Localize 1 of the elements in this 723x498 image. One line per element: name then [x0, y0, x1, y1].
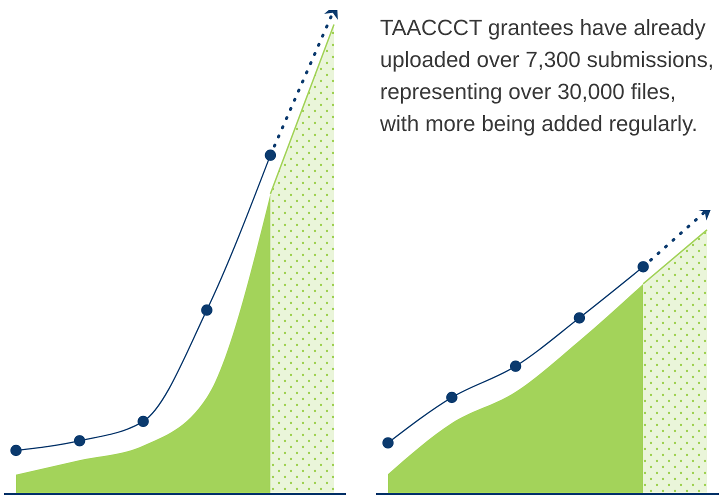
text: TAACCCT grantees have already uploaded over 7,300 submissions, representing over 30,000 files, with more being added regularly.: [380, 14, 715, 138]
